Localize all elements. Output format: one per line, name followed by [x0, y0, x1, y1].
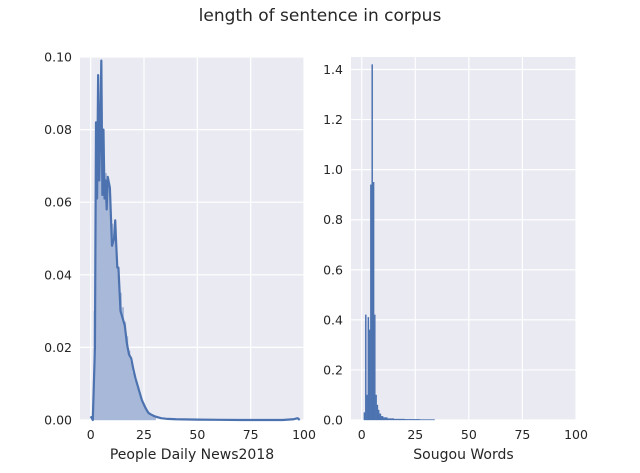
x-tick-label: 25	[407, 427, 423, 442]
y-tick-label: 0.08	[44, 122, 72, 137]
histogram-bar	[363, 412, 366, 421]
x-axis-label: Sougou Words	[413, 447, 513, 463]
histogram-bar	[372, 182, 375, 421]
histogram-bar	[366, 394, 368, 421]
histogram-bar	[110, 223, 114, 421]
y-tick-label: 0.6	[323, 262, 343, 277]
histogram-bar	[367, 317, 370, 421]
histogram-bar	[370, 184, 372, 421]
x-tick-label: 0	[87, 427, 95, 442]
histogram-bar	[380, 416, 384, 421]
histogram-bar	[127, 350, 131, 421]
right-subplot: 0.0 0.2 0.4 0.6 0.8 1.0 1.2 1.4 0 25 50 75 100 Sougou…	[323, 57, 588, 463]
y-tick-label: 1.4	[323, 62, 343, 77]
histogram-bar	[377, 409, 380, 421]
y-tick-label: 0.06	[44, 195, 72, 210]
histogram-bar	[371, 64, 374, 421]
histogram-bar	[364, 314, 367, 421]
histogram-bar	[153, 417, 156, 421]
y-tick-label: 0.02	[44, 340, 72, 355]
x-tick-label: 50	[189, 427, 205, 442]
histogram-bar	[134, 379, 137, 421]
x-tick-label: 50	[461, 427, 477, 442]
histogram-bar	[404, 419, 420, 421]
histogram-bar	[151, 416, 154, 421]
x-tick-label: 25	[136, 427, 152, 442]
histogram-bar	[379, 413, 382, 421]
y-tick-label: 1.0	[323, 162, 343, 177]
histogram-bar	[376, 404, 379, 421]
histogram-bar	[136, 387, 139, 421]
y-tick-label: 0.00	[44, 413, 72, 428]
figure-title: length of sentence in corpus	[198, 6, 442, 26]
y-tick-label: 0.0	[323, 413, 343, 428]
histogram-bar	[375, 394, 377, 421]
histogram-bar	[419, 419, 435, 421]
histogram-bar	[382, 417, 388, 421]
histogram-bar	[129, 361, 133, 421]
x-axis-label: People Daily News2018	[110, 447, 274, 463]
x-tick-label: 100	[292, 427, 316, 442]
x-tick-label: 75	[243, 427, 259, 442]
y-tick-label: 1.2	[323, 112, 343, 127]
y-tick-label: 0.2	[323, 362, 343, 377]
histogram-bar	[106, 180, 109, 421]
y-tick-label: 0.04	[44, 267, 72, 282]
histogram-bar	[373, 314, 376, 421]
kde-line	[89, 59, 301, 422]
y-tick-label: 0.10	[44, 50, 72, 65]
x-tick-label: 100	[564, 427, 588, 442]
histogram-bar	[114, 252, 118, 421]
x-tick-label: 75	[514, 427, 530, 442]
y-tick-label: 0.4	[323, 312, 343, 327]
histogram-bar	[132, 372, 135, 421]
plot-background	[351, 57, 576, 420]
y-tick-label: 0.8	[323, 212, 343, 227]
x-tick-label: 0	[358, 427, 366, 442]
histogram-bar	[387, 418, 395, 421]
histogram-bar	[368, 329, 371, 421]
histogram-bar	[112, 234, 116, 421]
left-subplot: 0.00 0.02 0.04 0.06 0.08 0.10 0 25 50 75 100 People…	[44, 50, 316, 464]
histogram-bar	[393, 418, 405, 421]
